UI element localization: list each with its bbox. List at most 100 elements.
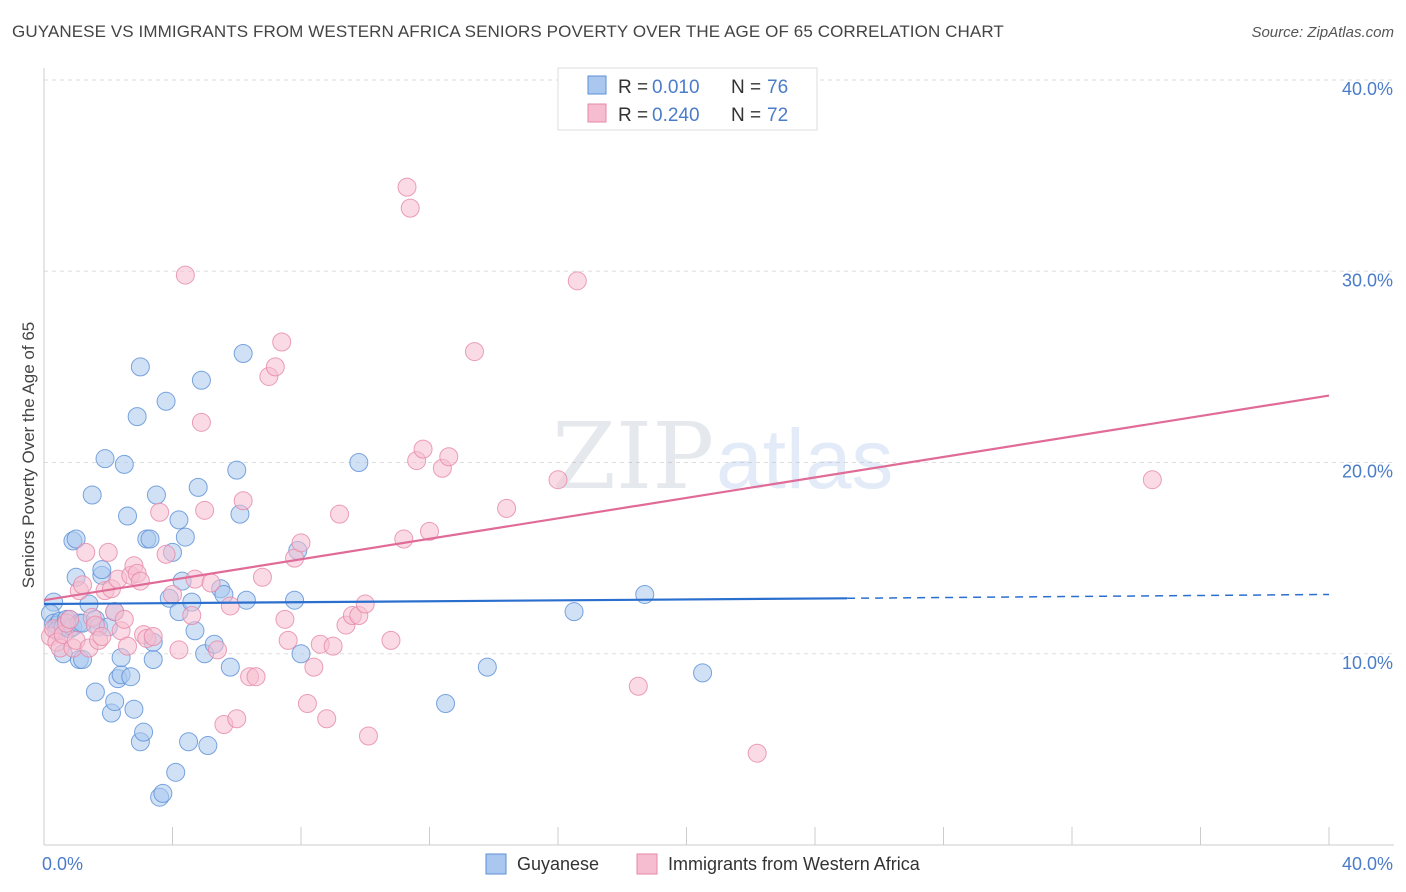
- legend-n-label-1: N =: [731, 105, 761, 126]
- y-tick-label-2: 30.0%: [1342, 270, 1393, 290]
- western-africa-point-74: [420, 521, 439, 541]
- guyanese-point-59: [185, 621, 205, 641]
- x-tick-label-1: 40.0%: [1342, 854, 1393, 874]
- western-africa-point-38: [185, 569, 205, 589]
- western-africa-point-32: [150, 502, 170, 522]
- western-africa-point-61: [323, 636, 343, 656]
- western-africa-point-58: [304, 657, 324, 677]
- western-africa-point-60: [317, 709, 337, 729]
- western-africa-point-24: [118, 636, 138, 656]
- source-credit: Source: ZipAtlas.com: [1251, 24, 1394, 41]
- guyanese-point-75: [349, 453, 369, 472]
- y-tick-labels: 10.0% 20.0% 30.0% 40.0%: [1342, 79, 1393, 673]
- guyanese-point-77: [477, 657, 497, 677]
- western-africa-point-6: [60, 609, 80, 629]
- western-africa-point-81: [628, 676, 648, 696]
- western-africa-point-48: [246, 667, 266, 687]
- guyanese-point-41: [134, 722, 154, 742]
- guyanese-point-52: [166, 762, 186, 782]
- western-africa-point-62: [330, 504, 350, 524]
- guyanese-point-26: [95, 449, 115, 469]
- guyanese-point-36: [121, 667, 141, 687]
- guyanese-point-38: [127, 407, 147, 427]
- western-africa-point-33: [156, 544, 176, 564]
- guyanese-point-72: [285, 590, 305, 610]
- guyanese-point-35: [118, 506, 138, 526]
- western-africa-point-45: [227, 709, 247, 729]
- bottom-legend-label-western-africa: Immigrants from Western Africa: [668, 854, 921, 874]
- western-africa-point-11: [76, 542, 96, 562]
- western-africa-point-67: [358, 726, 378, 746]
- western-africa-point-36: [175, 265, 195, 285]
- western-africa-point-49: [252, 567, 272, 587]
- y-tick-label-1: 20.0%: [1342, 462, 1393, 482]
- legend-r-value-0: 0.010: [652, 77, 700, 98]
- guyanese-point-80: [693, 663, 713, 683]
- western-africa-point-68: [381, 630, 401, 650]
- western-africa-point-18: [98, 542, 118, 562]
- western-africa-point-10: [73, 575, 93, 595]
- y-tick-label-0: 10.0%: [1342, 653, 1393, 673]
- guyanese-point-74: [291, 644, 311, 664]
- western-africa-point-73: [413, 439, 433, 459]
- guyanese-point-60: [188, 477, 208, 497]
- trend-line-extension-0: [847, 593, 1330, 600]
- guyanese-point-71: [236, 590, 256, 610]
- bottom-legend-label-guyanese: Guyanese: [517, 854, 599, 874]
- guyanese-point-78: [564, 602, 584, 622]
- western-africa-point-79: [548, 470, 568, 490]
- guyanese-point-46: [146, 485, 166, 505]
- legend-r-label-1: R =: [618, 105, 648, 126]
- western-africa-point-41: [201, 573, 221, 593]
- western-africa-point-70: [397, 177, 417, 197]
- legend-r-value-1: 0.240: [652, 105, 700, 126]
- western-africa-point-44: [220, 596, 240, 616]
- guyanese-points: [40, 343, 713, 807]
- western-africa-point-57: [297, 693, 317, 713]
- western-africa-point-53: [275, 609, 295, 629]
- guyanese-point-30: [105, 692, 125, 712]
- guyanese-point-34: [114, 454, 134, 474]
- guyanese-point-67: [220, 657, 240, 677]
- legend-n-value-1: 72: [767, 105, 788, 126]
- x-ticks: [43, 827, 1330, 845]
- guyanese-point-56: [175, 527, 195, 547]
- guyanese-point-13: [66, 529, 86, 549]
- legend-swatch-western-africa: [587, 103, 607, 123]
- western-africa-point-54: [278, 630, 298, 650]
- western-africa-point-83: [1142, 470, 1162, 490]
- chart-title: GUYANESE VS IMMIGRANTS FROM WESTERN AFRI…: [12, 22, 1004, 41]
- guyanese-point-39: [130, 357, 150, 377]
- guyanese-point-68: [227, 460, 247, 480]
- x-tick-label-0: 0.0%: [42, 854, 83, 874]
- legend-r-label-0: R =: [618, 77, 648, 98]
- y-axis-title: Seniors Poverty Over the Age of 65: [19, 322, 38, 588]
- western-africa-point-35: [169, 640, 189, 660]
- western-africa-point-37: [182, 606, 202, 625]
- western-africa-points: [40, 177, 1162, 763]
- stats-legend: R = 0.010 N = 76 R = 0.240 N = 72: [557, 67, 818, 131]
- western-africa-point-28: [130, 571, 150, 591]
- western-africa-point-34: [163, 584, 182, 604]
- guyanese-point-70: [233, 343, 253, 363]
- western-africa-point-42: [207, 640, 227, 660]
- western-africa-point-31: [143, 627, 163, 647]
- western-africa-point-23: [114, 609, 134, 629]
- watermark-zip: ZIP: [552, 403, 714, 510]
- western-africa-point-76: [439, 447, 459, 467]
- western-africa-point-40: [195, 500, 215, 520]
- trend-lines: [43, 394, 1330, 606]
- western-africa-point-16: [92, 627, 112, 647]
- western-africa-point-66: [355, 594, 375, 614]
- series-legend: Guyanese Immigrants from Western Africa: [485, 853, 921, 875]
- legend-swatch-guyanese: [587, 75, 607, 95]
- western-africa-point-80: [567, 271, 587, 291]
- western-africa-point-51: [265, 357, 285, 377]
- axes: [43, 68, 1394, 846]
- western-africa-point-77: [464, 342, 484, 362]
- y-tick-label-3: 40.0%: [1342, 79, 1393, 99]
- guyanese-point-76: [436, 693, 456, 713]
- guyanese-point-21: [85, 682, 105, 702]
- guyanese-point-61: [191, 370, 211, 390]
